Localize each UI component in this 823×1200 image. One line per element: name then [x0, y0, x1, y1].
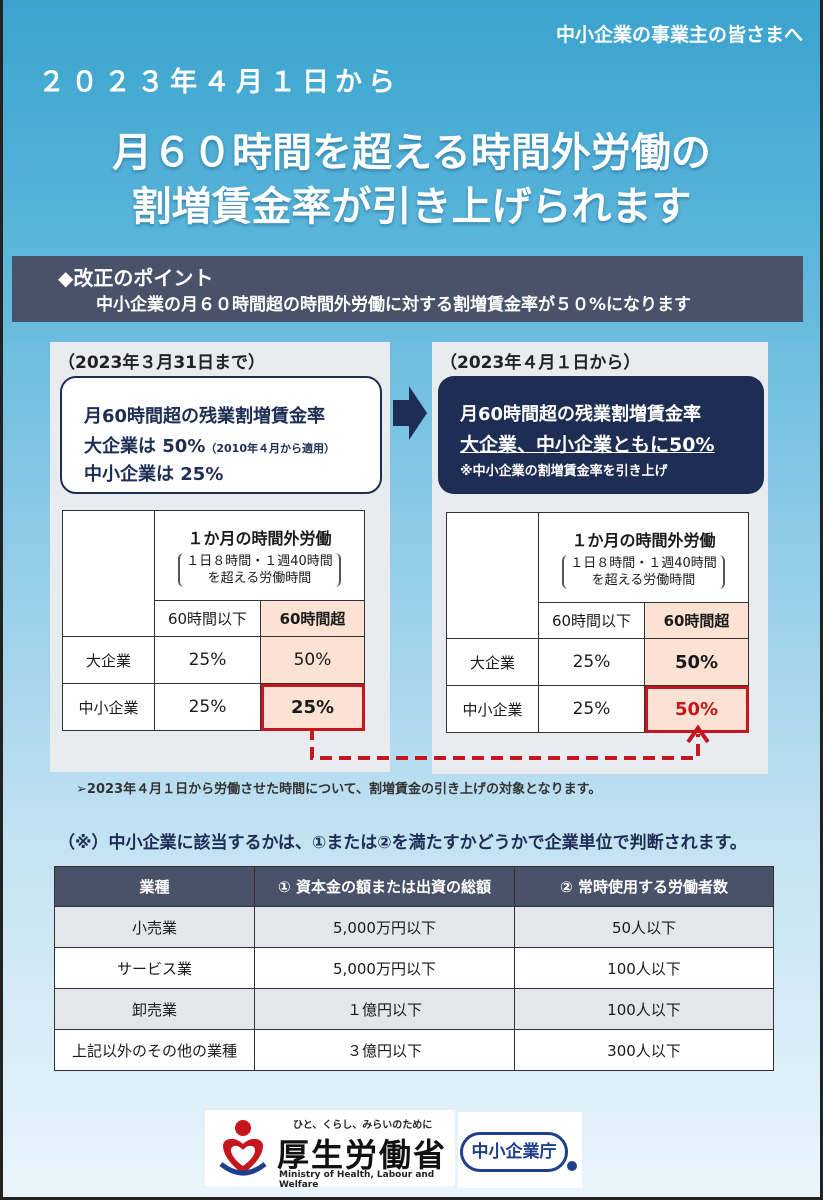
column-header-over-60: 60時間超 [644, 602, 749, 639]
revision-point-bar: ◆改正のポイント 中小企業の月６０時間超の時間外労働に対する割増賃金率が５０%に… [12, 256, 803, 322]
scope-note: ➢2023年４月１日から労働させた時間について、割増賃金の引き上げの対象となりま… [76, 782, 602, 797]
after-rate-box: 月60時間超の残業割増賃金率 大企業、中小企業ともに50% ※中小企業の割増賃金… [438, 376, 764, 494]
rate-cell: 25% [154, 683, 261, 731]
table-header-condition-1: １日８時間・１週40時間 [186, 553, 333, 569]
table-row: 大企業 25% 50% [446, 638, 749, 686]
column-header-under-60: 60時間以下 [154, 600, 261, 637]
rate-cell: 25% [154, 636, 261, 684]
revision-point-heading: ◆改正のポイント [58, 266, 214, 290]
after-period: （2023年４月１日から） [440, 353, 641, 373]
title-line-2: 割増賃金率が引き上げられます [131, 184, 692, 230]
table-header-condition-2: を超える労働時間 [591, 572, 696, 588]
table-row: 大企業 25% 50% [62, 636, 365, 684]
table-header-condition: １日８時間・１週40時間 を超える労働時間 [178, 552, 341, 587]
after-rate-text: 大企業、中小企業ともに50% [460, 434, 715, 456]
before-panel: （2023年３月31日まで） 月60時間超の残業割増賃金率 大企業は 50%（2… [50, 342, 390, 772]
capital-cell: ３億円以下 [254, 1029, 515, 1071]
rate-cell: 25% [538, 638, 645, 686]
industry-cell: 小売業 [54, 906, 255, 948]
revision-point-summary: 中小企業の月６０時間超の時間外労働に対する割増賃金率が５０%になります [96, 295, 692, 315]
sme-agency-swoosh-icon [567, 1161, 577, 1171]
capital-cell: １億円以下 [254, 988, 515, 1030]
table-row: サービス業 5,000万円以下 100人以下 [54, 947, 774, 989]
industry-cell: 上記以外のその他の業種 [54, 1029, 255, 1071]
table-corner [446, 512, 539, 639]
table-header-condition-1: １日８時間・１週40時間 [570, 555, 717, 571]
employees-cell: 300人以下 [514, 1029, 774, 1071]
table-header-title: １か月の時間外労働 [571, 530, 716, 550]
after-rate-table: １か月の時間外労働 １日８時間・１週40時間 を超える労働時間 60時間以下 6… [446, 512, 749, 733]
before-rate-table: １か月の時間外労働 １日８時間・１週40時間 を超える労働時間 60時間以下 6… [62, 510, 365, 731]
table-row: 中小企業 25% 25% [62, 683, 365, 731]
column-header-capital: ① 資本金の額または出資の総額 [254, 866, 515, 907]
page-title: 月６０時間を超える時間外労働の 割増賃金率が引き上げられます [0, 126, 823, 234]
capital-cell: 5,000万円以下 [254, 906, 515, 948]
after-rate-note: ※中小企業の割増賃金率を引き上げ [460, 464, 668, 479]
employees-cell: 100人以下 [514, 988, 774, 1030]
before-box-title: 月60時間超の残業割増賃金率 [84, 406, 326, 427]
after-box-title: 月60時間超の残業割増賃金率 [460, 404, 702, 425]
table-row: 小売業 5,000万円以下 50人以下 [54, 906, 774, 948]
column-header-employees: ② 常時使用する労働者数 [514, 866, 774, 907]
mhlw-name: 厚生労働省 [277, 1136, 448, 1174]
highlighted-rate-cell: 25% [260, 683, 365, 731]
row-label: 中小企業 [62, 683, 155, 731]
employees-cell: 100人以下 [514, 947, 774, 989]
industry-cell: サービス業 [54, 947, 255, 989]
audience-label: 中小企業の事業主の皆さまへ [555, 24, 803, 46]
mhlw-emblem-icon [219, 1120, 267, 1176]
sme-criteria-table: 業種 ① 資本金の額または出資の総額 ② 常時使用する労働者数 小売業 5,00… [54, 866, 774, 1071]
table-row: 上記以外のその他の業種 ３億円以下 300人以下 [54, 1029, 774, 1071]
row-label: 大企業 [446, 638, 539, 686]
industry-cell: 卸売業 [54, 988, 255, 1030]
table-row: 中小企業 25% 50% [446, 685, 749, 733]
column-header-over-60: 60時間超 [260, 600, 365, 637]
table-header: １か月の時間外労働 １日８時間・１週40時間 を超える労働時間 [154, 510, 365, 601]
before-period: （2023年３月31日まで） [58, 353, 265, 373]
table-row: 卸売業 １億円以下 100人以下 [54, 988, 774, 1030]
mhlw-tagline: ひと、くらし、みらいのために [293, 1120, 433, 1131]
rate-cell: 50% [260, 636, 365, 684]
sme-agency-logo: 中小企業庁 [458, 1112, 582, 1188]
capital-cell: 5,000万円以下 [254, 947, 515, 989]
table-header-condition: １日８時間・１週40時間 を超える労働時間 [562, 554, 725, 589]
before-large-rate-note: （2010年４月から適用） [205, 442, 335, 455]
before-large-company-rate: 大企業は 50%（2010年４月から適用） [84, 432, 335, 458]
after-panel: （2023年４月１日から） 月60時間超の残業割増賃金率 大企業、中小企業ともに… [432, 342, 768, 774]
table-header-title: １か月の時間外労働 [187, 528, 332, 548]
row-label: 中小企業 [446, 685, 539, 733]
title-line-1: 月６０時間を超える時間外労働の [112, 130, 711, 176]
table-header: １か月の時間外労働 １日８時間・１週40時間 を超える労働時間 [538, 512, 749, 603]
rate-cell: 50% [644, 638, 749, 686]
sme-agency-name: 中小企業庁 [460, 1132, 568, 1172]
effective-date-heading: ２０２３年４月１日から [38, 67, 401, 98]
employees-cell: 50人以下 [514, 906, 774, 948]
mhlw-english-name: Ministry of Health, Labour and Welfare [279, 1170, 435, 1190]
column-header-under-60: 60時間以下 [538, 602, 645, 639]
arrow-right-icon [393, 386, 427, 440]
highlighted-rate-cell: 50% [644, 685, 749, 733]
table-corner [62, 510, 155, 637]
before-rate-box: 月60時間超の残業割増賃金率 大企業は 50%（2010年４月から適用） 中小企… [60, 376, 382, 494]
sme-definition-note: （※）中小企業に該当するかは、①または②を満たすかどうかで企業単位で判断されます… [58, 833, 747, 853]
before-large-rate-text: 大企業は 50% [84, 436, 206, 457]
rate-cell: 25% [538, 685, 645, 733]
mhlw-logo: ひと、くらし、みらいのために 厚生労働省 Ministry of Health,… [205, 1110, 455, 1190]
table-header-condition-2: を超える労働時間 [207, 570, 312, 586]
before-sme-rate: 中小企業は 25% [84, 464, 224, 485]
row-label: 大企業 [62, 636, 155, 684]
column-header-industry: 業種 [54, 866, 255, 907]
